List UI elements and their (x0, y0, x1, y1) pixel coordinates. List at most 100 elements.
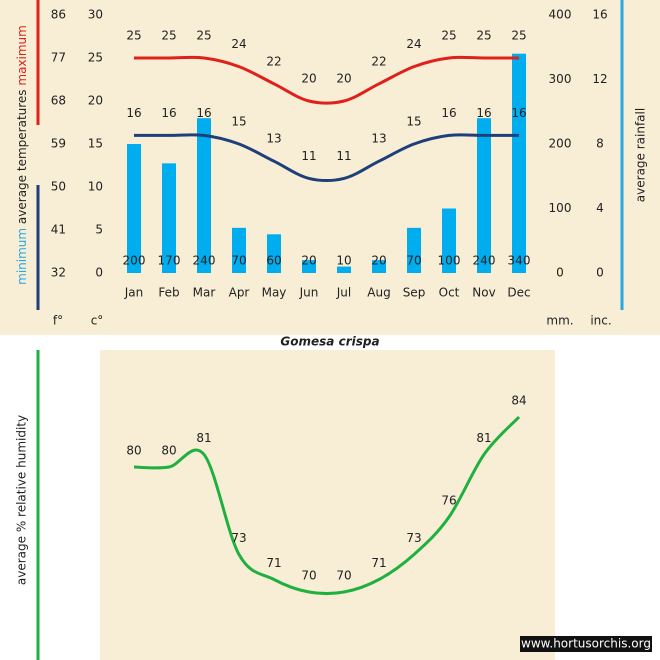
tick-label: 77 (51, 51, 66, 65)
data-label: 80 (126, 444, 141, 458)
data-label: 25 (441, 29, 456, 43)
data-label: 20 (371, 254, 386, 268)
bar (372, 260, 386, 273)
bar (267, 234, 281, 273)
x-tick-label: Nov (472, 286, 495, 300)
x-tick-label: Feb (158, 286, 179, 300)
data-label: 22 (266, 54, 281, 68)
data-label: 16 (511, 106, 526, 120)
min-label: minimum (15, 228, 29, 285)
tick-label: 300 (549, 72, 572, 86)
data-label: 200 (123, 254, 146, 268)
data-label: 73 (406, 531, 421, 545)
c-unit: c° (91, 314, 104, 328)
x-tick-label: Apr (229, 286, 250, 300)
bar (442, 208, 456, 273)
data-label: 16 (196, 106, 211, 120)
f-unit: f° (53, 314, 63, 328)
x-tick-label: May (262, 286, 287, 300)
data-label: 13 (266, 132, 281, 146)
tick-label: 50 (51, 180, 66, 194)
bar (162, 163, 176, 273)
data-label: 73 (231, 531, 246, 545)
data-label: 81 (476, 431, 491, 445)
data-label: 240 (193, 254, 216, 268)
data-label: 60 (266, 254, 281, 268)
top-panel (0, 0, 660, 335)
bar (232, 227, 246, 273)
tick-label: 0 (95, 266, 103, 280)
data-label: 100 (438, 254, 461, 268)
data-label: 70 (406, 254, 421, 268)
tick-label: 59 (51, 137, 66, 151)
x-tick-label: Dec (507, 286, 530, 300)
y-label: average temperatures (15, 89, 29, 224)
data-label: 25 (511, 29, 526, 43)
data-label: 20 (301, 254, 316, 268)
tick-label: 20 (88, 94, 103, 108)
data-label: 71 (266, 556, 281, 570)
data-label: 70 (336, 569, 351, 583)
tick-label: 68 (51, 94, 66, 108)
data-label: 80 (161, 444, 176, 458)
watermark: www.hortusorchis.org (521, 637, 651, 651)
data-label: 240 (473, 254, 496, 268)
data-label: 81 (196, 431, 211, 445)
data-label: 22 (371, 54, 386, 68)
data-label: 16 (441, 106, 456, 120)
tick-label: 200 (549, 137, 572, 151)
data-label: 15 (231, 115, 246, 129)
watermark-bg (520, 636, 652, 652)
bar (302, 260, 316, 273)
bar (197, 118, 211, 273)
x-tick-label: Jan (124, 286, 144, 300)
data-label: 70 (301, 569, 316, 583)
temp-axis-title: minimum average temperatures maximum (15, 25, 29, 285)
line (133, 133, 519, 183)
x-tick-label: Sep (403, 286, 426, 300)
data-label: 25 (161, 29, 176, 43)
data-label: 25 (126, 29, 141, 43)
data-label: 16 (126, 106, 141, 120)
x-tick-label: Jun (299, 286, 319, 300)
tick-label: 25 (88, 51, 103, 65)
data-label: 11 (301, 149, 316, 163)
data-label: 24 (231, 37, 246, 51)
data-label: 11 (336, 149, 351, 163)
data-label: 15 (406, 115, 421, 129)
tick-label: 30 (88, 8, 103, 22)
data-label: 170 (158, 254, 181, 268)
tick-label: 12 (592, 72, 607, 86)
tick-label: 16 (592, 8, 607, 22)
data-label: 24 (406, 37, 421, 51)
x-tick-label: Jul (336, 286, 351, 300)
tick-label: 10 (88, 180, 103, 194)
x-tick-label: Mar (193, 286, 216, 300)
bottom-panel (100, 350, 555, 660)
tick-label: 86 (51, 8, 66, 22)
x-tick-label: Aug (367, 286, 390, 300)
data-label: 10 (336, 254, 351, 268)
x-tick-label: Oct (439, 286, 460, 300)
data-label: 84 (511, 394, 526, 408)
data-label: 20 (336, 72, 351, 86)
tick-label: 0 (556, 266, 564, 280)
data-label: 16 (476, 106, 491, 120)
line (133, 55, 519, 105)
tick-label: 41 (51, 223, 66, 237)
data-label: 76 (441, 494, 456, 508)
tick-label: 15 (88, 137, 103, 151)
bar (127, 144, 141, 273)
data-label: 340 (508, 254, 531, 268)
tick-label: 32 (51, 266, 66, 280)
data-label: 25 (196, 29, 211, 43)
inch-unit: inc. (590, 314, 611, 328)
max-label: maximum (15, 25, 29, 85)
mm-unit: mm. (546, 314, 573, 328)
bar (512, 53, 526, 274)
data-label: 71 (371, 556, 386, 570)
data-label: 25 (476, 29, 491, 43)
rain-axis-title: average rainfall (634, 108, 648, 202)
chart-title: Gomesa crispa (280, 335, 379, 349)
